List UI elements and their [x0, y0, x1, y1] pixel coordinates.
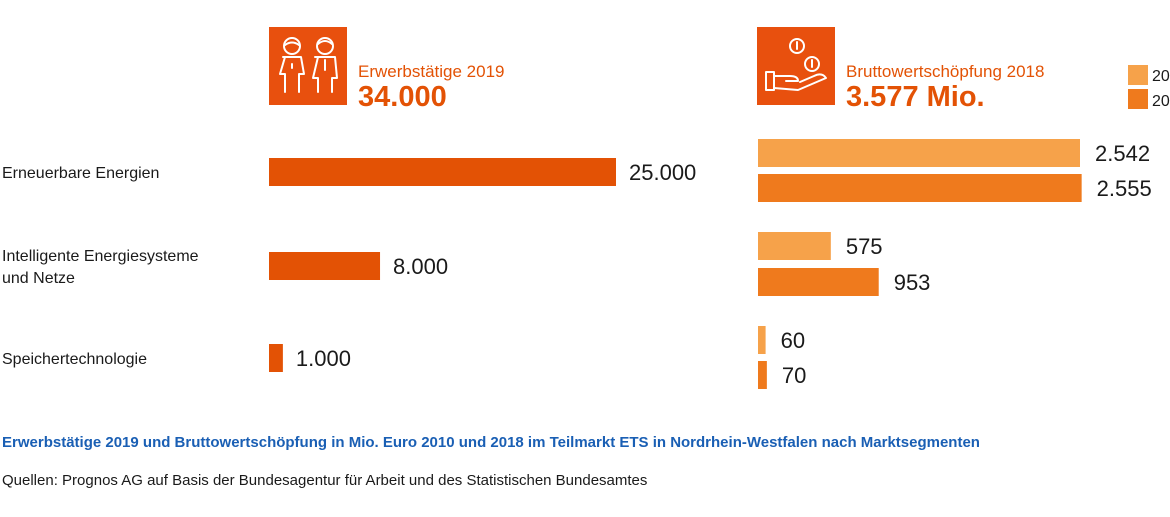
legend: 2010 2018: [1128, 65, 1170, 110]
value-added-value-label: 60: [781, 328, 805, 353]
category-labels: Erneuerbare Energien Intelligente Energie…: [2, 165, 199, 368]
legend-label-2018: 2018: [1152, 93, 1170, 110]
value-added-value-label: 2.555: [1097, 176, 1152, 201]
value-added-bar-2010: [758, 232, 831, 260]
employees-bar: [269, 252, 381, 280]
value-added-bars: 2.542 575 60 2.555 953 70: [758, 139, 1152, 389]
chart-canvas: Erwerbstätige 2019 34.000 Bruttowertschö…: [2, 27, 1170, 389]
value-added-title: Bruttowertschöpfung 2018: [846, 62, 1044, 81]
employees-total: 34.000: [358, 81, 447, 113]
employees-title: Erwerbstätige 2019: [358, 62, 504, 81]
legend-swatch-2010: [1128, 65, 1148, 85]
value-added-value-label: 953: [894, 270, 931, 295]
source-note: Quellen: Prognos AG auf Basis der Bundes…: [2, 472, 648, 489]
value-added-bar-2010: [758, 139, 1080, 167]
legend-label-2010: 2010: [1152, 68, 1170, 85]
chart-caption: Erwerbstätige 2019 und Bruttowertschöpfu…: [2, 434, 980, 451]
value-added-value-label: 70: [782, 363, 806, 388]
legend-swatch-2018: [1128, 89, 1148, 109]
category-label: Intelligente Energiesysteme: [2, 248, 199, 265]
category-label: Erneuerbare Energien: [2, 165, 159, 182]
category-label: und Netze: [2, 270, 75, 287]
value-added-total: 3.577 Mio.: [846, 81, 985, 113]
category-label: Speichertechnologie: [2, 351, 147, 368]
value-added-bar-2010: [758, 326, 766, 354]
value-added-value-label: 2.542: [1095, 141, 1150, 166]
employees-value-label: 1.000: [296, 346, 351, 371]
value-added-bar-2018: [758, 361, 767, 389]
employees-value-label: 8.000: [393, 254, 448, 279]
hand-with-coins-icon: [757, 27, 835, 105]
value-added-value-label: 575: [846, 234, 883, 259]
employees-bar: [269, 344, 283, 372]
employees-bars: 25.000 8.000 1.000: [269, 158, 696, 372]
employees-value-label: 25.000: [629, 160, 696, 185]
two-people-icon: [269, 27, 347, 105]
value-added-bar-2018: [758, 174, 1082, 202]
value-added-bar-2018: [758, 268, 879, 296]
employees-bar: [269, 158, 616, 186]
